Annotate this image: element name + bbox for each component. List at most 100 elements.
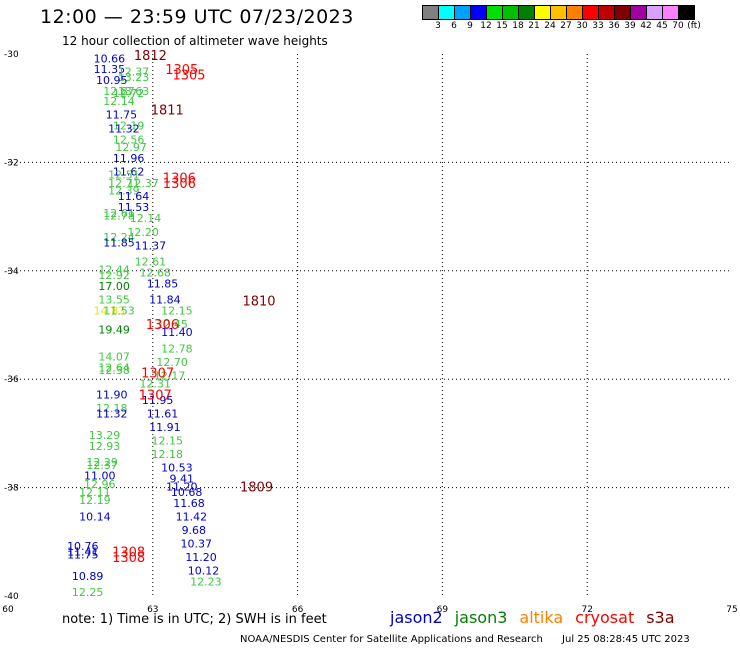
pass-time-label: 1305 — [172, 69, 205, 84]
pass-time-label: 1811 — [151, 103, 184, 118]
lat-tick-label: -40 — [4, 592, 19, 602]
wave-height-label: 12.78 — [161, 342, 193, 355]
wave-height-label: 10.66 — [94, 52, 126, 65]
wave-height-label: 9.41 — [170, 472, 195, 485]
satellite-label-jason2: jason2 — [390, 608, 443, 627]
wave-height-label: 12.11 — [79, 486, 111, 499]
wave-height-label: 11.75 — [106, 109, 138, 122]
wave-height-label: 12.64 — [98, 361, 130, 374]
note-text: note: 1) Time is in UTC; 2) SWH is in fe… — [62, 612, 327, 627]
pass-time-label: 1308 — [112, 551, 145, 566]
legend-label: 6 — [451, 21, 457, 31]
wave-height-label: 10.76 — [67, 540, 99, 553]
wave-height-label: 12.45 — [156, 318, 188, 331]
lon-tick-label: 72 — [581, 605, 592, 615]
pass-time-label: 1307 — [141, 367, 174, 382]
wave-height-label: 11.68 — [173, 497, 205, 510]
wave-height-label: 17.00 — [98, 280, 130, 293]
wave-height-label: 10.95 — [96, 74, 128, 87]
wave-height-label: 10.68 — [171, 486, 203, 499]
wave-height-label: 14.07 — [98, 350, 130, 363]
lat-tick-label: -32 — [4, 158, 19, 168]
lon-tick-label: 69 — [437, 605, 449, 615]
satellite-label-altika: altika — [519, 608, 564, 627]
legend-label: 39 — [624, 21, 636, 31]
wave-height-label: 11.95 — [142, 394, 174, 407]
wave-height-label: 11.62 — [113, 166, 145, 179]
lat-tick-label: -30 — [4, 50, 19, 60]
satellite-label-cryosat: cryosat — [575, 608, 635, 627]
footer: NOAA/NESDIS Center for Satellite Applica… — [240, 634, 690, 645]
wave-height-label: 9.68 — [182, 524, 207, 537]
lat-tick-label: -36 — [4, 375, 19, 385]
wave-height-label: 12.14 — [103, 95, 135, 108]
wave-height-label: 12.56 — [113, 134, 145, 147]
lat-tick-label: -34 — [4, 267, 19, 277]
wave-height-label: 12.31 — [139, 378, 171, 391]
wave-height-label: 12.14 — [130, 212, 162, 225]
wave-height-label: 12.93 — [89, 440, 121, 453]
legend-swatches — [422, 5, 740, 20]
wave-height-label: 12.19 — [79, 494, 111, 507]
pass-time-label: 1308 — [112, 546, 145, 561]
legend-label: 70 — [672, 21, 684, 31]
wave-height-label: 12.38 — [98, 364, 130, 377]
legend-label: 42 — [640, 21, 652, 31]
legend-label: 15 — [496, 21, 508, 31]
wave-height-label: 11.91 — [149, 421, 181, 434]
wave-height-label: 12.39 — [108, 185, 140, 198]
wave-height-label: 11.75 — [67, 548, 99, 561]
wave-height-label: 11.37 — [135, 239, 167, 252]
wave-height-label: 12.96 — [84, 478, 116, 491]
wave-height-label: 11.53 — [118, 201, 150, 214]
legend-label: 21 — [528, 21, 540, 31]
legend-label: 36 — [608, 21, 620, 31]
wave-height-label: 13.23 — [118, 71, 150, 84]
footer-date: Jul 25 08:28:45 UTC 2023 — [562, 634, 690, 645]
wave-height-label: 12.51 — [108, 168, 140, 181]
footer-credit: NOAA/NESDIS Center for Satellite Applica… — [240, 634, 543, 645]
wave-height-label: 12.61 — [135, 256, 167, 269]
wave-height-label: 12.70 — [156, 356, 188, 369]
wave-height-label: 12.97 — [115, 141, 147, 154]
wave-height-label: 12.23 — [190, 575, 222, 588]
wave-height-label: 12.18 — [96, 402, 128, 415]
wave-height-label: 11.64 — [118, 190, 150, 203]
wave-height-label: 12.18 — [152, 448, 184, 461]
wave-height-label: 12.25 — [72, 586, 104, 599]
wave-height-label: 12.15 — [161, 304, 193, 317]
wave-height-label: 11.85 — [103, 237, 135, 250]
satellite-legend: jason2 jason3 altika cryosat s3a — [390, 608, 687, 627]
pass-time-label: 1306 — [146, 318, 179, 333]
legend-label: 9 — [467, 21, 473, 31]
legend-labels: 3 6 9 12 15 18 21 24 27 30 33 36 39 42 45 70 (ft) — [422, 20, 740, 34]
legend-label: 3 — [435, 21, 441, 31]
legend-label: 12 — [480, 21, 492, 31]
pass-time-label: 1306 — [163, 177, 196, 192]
wave-height-label: 12.17 — [154, 369, 186, 382]
wave-height-label: 13.55 — [98, 294, 130, 307]
wave-height-label: 12.78 — [103, 210, 135, 223]
legend-label: 24 — [544, 21, 556, 31]
pass-time-label: 1809 — [240, 481, 273, 496]
lat-tick-label: -38 — [4, 484, 19, 494]
wave-height-label: 12.71 — [108, 177, 140, 190]
satellite-label-jason3: jason3 — [454, 608, 508, 627]
wave-height-label: 11.42 — [176, 510, 208, 523]
wave-height-label: 10.89 — [72, 570, 104, 583]
legend-label: 33 — [592, 21, 604, 31]
wave-height-label: 12.87 — [103, 85, 135, 98]
wave-height-label: 11.84 — [149, 294, 181, 307]
wave-height-label: 11.20 — [166, 481, 198, 494]
legend-swatch — [678, 5, 695, 20]
legend-label: 30 — [576, 21, 588, 31]
wave-height-label: 11.90 — [96, 388, 128, 401]
wave-height-label: 12.19 — [113, 120, 145, 133]
legend-label: 27 — [560, 21, 572, 31]
wave-height-label: 12.15 — [152, 434, 184, 447]
pass-time-label: 1306 — [163, 172, 196, 187]
wave-height-label: 11.61 — [147, 407, 179, 420]
wave-height-label: 10.37 — [180, 537, 212, 550]
wave-height-label: 19.49 — [98, 323, 130, 336]
